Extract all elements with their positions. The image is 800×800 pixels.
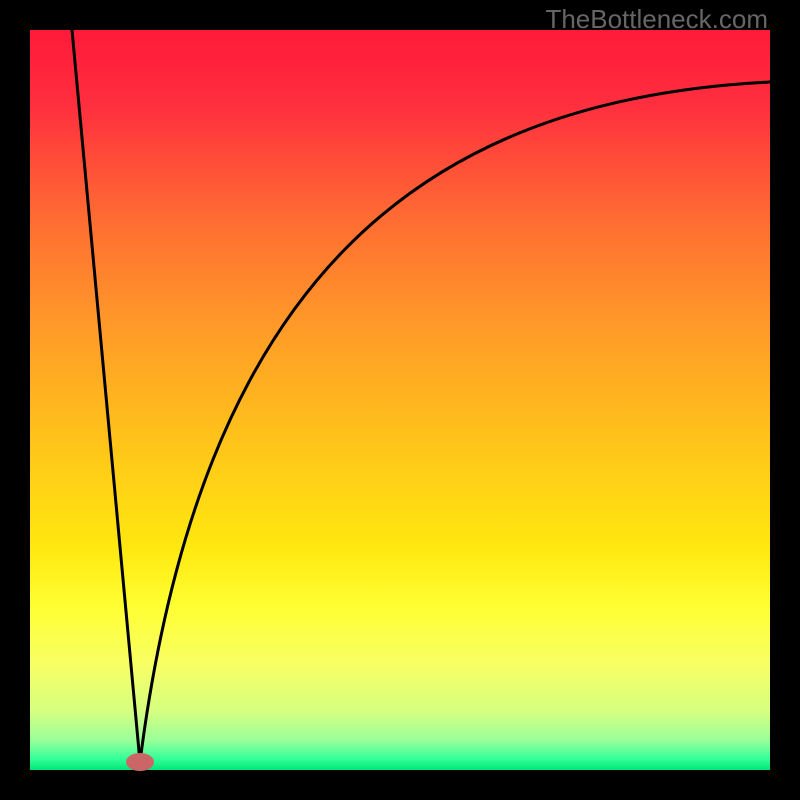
bottleneck-curve bbox=[72, 30, 770, 762]
curve-layer bbox=[30, 30, 770, 770]
chart-container: TheBottleneck.com bbox=[0, 0, 800, 800]
plot-area bbox=[30, 30, 770, 770]
optimum-marker bbox=[126, 753, 154, 771]
watermark-text: TheBottleneck.com bbox=[545, 4, 768, 35]
